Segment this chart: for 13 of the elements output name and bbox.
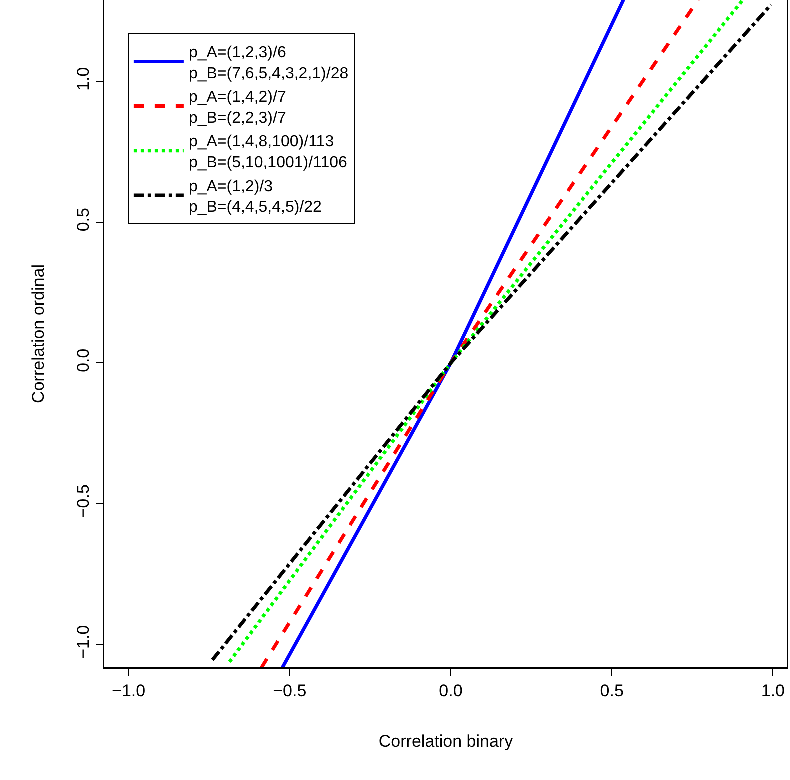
x-tick-label: −1.0 [112,681,146,700]
y-tick-label: 1.0 [74,67,94,91]
x-tick-label: −0.5 [273,681,307,700]
y-tick-label: −0.5 [74,484,94,518]
y-axis-title: Correlation ordinal [28,264,48,404]
x-tick-label: 1.0 [761,681,785,700]
x-tick-label: 0.0 [439,681,463,700]
x-tick-label: 0.5 [600,681,624,700]
y-tick-label: −1.0 [74,625,94,659]
legend-label: p_A=(1,2)/3 p_B=(4,4,5,4,5)/22 [188,178,322,216]
y-tick-label: 0.5 [74,208,94,232]
x-axis-title: Correlation binary [378,732,514,751]
y-tick-label: 0.0 [74,348,94,372]
